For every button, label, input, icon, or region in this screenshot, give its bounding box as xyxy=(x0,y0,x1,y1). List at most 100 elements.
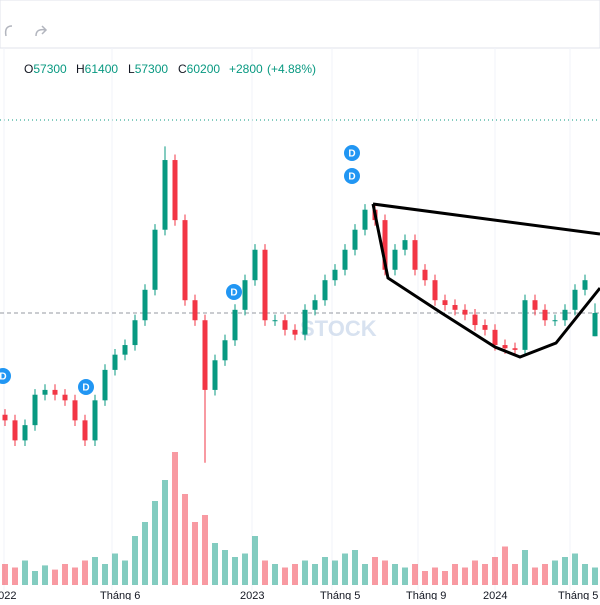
volume-bar xyxy=(412,564,418,585)
volume-bar xyxy=(82,560,88,585)
legend-label: C60200 xyxy=(178,62,220,76)
volume-bar xyxy=(352,550,358,585)
candle-body xyxy=(62,394,68,401)
undo-icon[interactable] xyxy=(4,25,13,37)
candle-body xyxy=(102,369,108,401)
volume-bar xyxy=(552,560,558,585)
grid xyxy=(0,48,600,590)
candle-body xyxy=(312,300,318,310)
volume-bar xyxy=(162,480,168,585)
candle-body xyxy=(332,269,338,281)
volume-bar xyxy=(102,564,108,585)
volume-bar xyxy=(282,567,288,585)
candle-body xyxy=(572,289,578,310)
volume-bar xyxy=(12,567,18,585)
volume-bar xyxy=(272,564,278,585)
candle-body xyxy=(532,300,538,310)
candle-body xyxy=(592,313,598,337)
volume-bar xyxy=(72,567,78,585)
legend-value: 61400 xyxy=(85,62,119,76)
candle-body xyxy=(402,240,408,250)
candle-body xyxy=(452,305,458,310)
candle-body xyxy=(92,400,98,441)
candle-body xyxy=(582,280,588,290)
dividend-marker xyxy=(0,368,11,384)
candle-body xyxy=(302,309,308,335)
x-tick-label: Tháng 5 xyxy=(558,590,598,600)
candle-body xyxy=(262,249,268,321)
candle-body xyxy=(412,240,418,270)
x-tick-label: Tháng 6 xyxy=(100,590,140,600)
candle-body xyxy=(162,160,168,230)
volume-bar xyxy=(302,560,308,585)
legend-change-pct: (+4.88%) xyxy=(267,62,316,76)
legend-row: O57300 H61400 L57300 C60200 +2800 (+4.88%) xyxy=(24,62,316,76)
dividend-marker-label: D xyxy=(0,372,7,383)
legend-label: L57300 xyxy=(128,62,168,76)
legend-value: 57300 xyxy=(33,62,67,76)
candle-body xyxy=(422,269,428,281)
dividend-marker xyxy=(344,145,360,161)
volume-bar xyxy=(402,567,408,585)
volume-bar xyxy=(432,567,438,585)
dividend-marker-label: D xyxy=(82,383,89,394)
volume-bar xyxy=(112,553,118,585)
volume-bar xyxy=(172,452,178,585)
volume-bar xyxy=(242,553,248,585)
legend-key: C xyxy=(178,62,187,76)
volume-bar xyxy=(542,564,548,585)
candle-body xyxy=(22,425,28,441)
candle-body xyxy=(82,420,88,441)
candle-body xyxy=(152,229,158,290)
candle-body xyxy=(352,229,358,250)
plot xyxy=(2,146,598,585)
volume-bar xyxy=(512,564,518,585)
candle-body xyxy=(142,289,148,321)
candle-body xyxy=(512,348,518,350)
volume-bar xyxy=(442,571,448,585)
redo-icon[interactable] xyxy=(35,25,48,37)
candle-body xyxy=(282,320,288,330)
candle-body xyxy=(52,389,58,395)
volume-bar xyxy=(502,546,508,585)
candle-body xyxy=(492,329,498,346)
dividend-marker xyxy=(344,168,360,184)
volume-bar xyxy=(452,564,458,585)
volume-bar xyxy=(222,550,228,585)
dividend-marker-label: D xyxy=(348,172,355,183)
volume-bar xyxy=(482,564,488,585)
candle-body xyxy=(362,209,368,230)
volume-bar xyxy=(492,557,498,585)
pattern-line xyxy=(372,202,600,236)
volume-bar xyxy=(362,564,368,585)
candle-body xyxy=(122,345,128,355)
candle-body xyxy=(342,249,348,270)
legend-key: O xyxy=(24,62,33,76)
volume-bar xyxy=(562,557,568,585)
volume-bar xyxy=(472,560,478,585)
candle-body xyxy=(272,320,278,322)
candle-body xyxy=(442,300,448,306)
volume-bar xyxy=(382,560,388,585)
candle-body xyxy=(42,389,48,395)
candle-body xyxy=(522,300,528,350)
volume-bar xyxy=(332,560,338,585)
volume-bar xyxy=(32,571,38,585)
dividend-marker-label: D xyxy=(348,149,355,160)
candle-body xyxy=(202,320,208,390)
volume-bar xyxy=(522,550,528,585)
volume-bar xyxy=(132,536,138,585)
dividend-marker xyxy=(78,379,94,395)
candle-body xyxy=(112,354,118,370)
candle-body xyxy=(502,345,508,349)
candle-body xyxy=(382,220,388,270)
volume-bar xyxy=(342,553,348,585)
candle-body xyxy=(192,300,198,321)
volume-bar xyxy=(392,564,398,585)
candle-body xyxy=(12,420,18,441)
legend-value: 57300 xyxy=(135,62,169,76)
legend-value: 60200 xyxy=(187,62,221,76)
volume-bar xyxy=(232,557,238,585)
volume-bar xyxy=(22,560,28,585)
